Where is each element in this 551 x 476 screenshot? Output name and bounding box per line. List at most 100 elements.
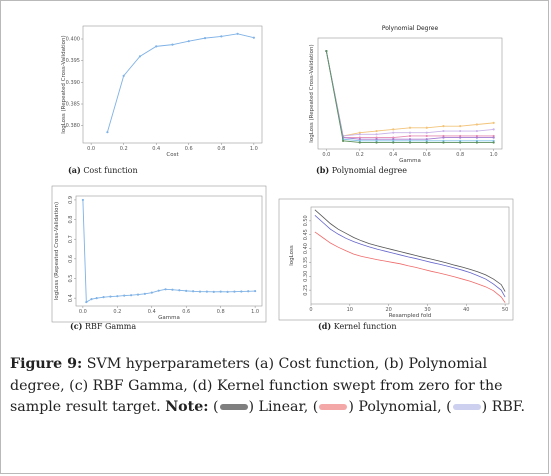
chart-b-series-2-point [392, 136, 395, 139]
chart-a-ytick-label: 0.390 [66, 80, 80, 86]
chart-b-series-0-point [459, 125, 462, 128]
chart-b-series-3-point [375, 138, 378, 141]
chart-c-series-0-point [198, 290, 202, 293]
chart-b-series-5-point [358, 141, 361, 144]
chart-c-xtick-label: 0.4 [148, 309, 156, 315]
chart-b-series-1-point [442, 129, 445, 133]
chart-c-series-0-point [95, 297, 98, 300]
chart-c-series-0-line [82, 199, 256, 303]
chart-a-xtick-label: 0.0 [87, 146, 95, 152]
chart-b-series-0-point [475, 123, 479, 126]
chart-c-plot-area [75, 195, 263, 307]
chart-c-series-0-point [136, 293, 140, 296]
chart-a-series-0-point [220, 35, 223, 38]
figure-label: Figure 9: [10, 356, 83, 372]
chart-b-xtick-label: 0.6 [423, 152, 431, 158]
caption-a: (a) Cost function [68, 165, 138, 175]
legend-swatch-rbf [452, 404, 481, 410]
chart-b-series-5-point [475, 141, 479, 144]
chart-a-ytick-label: 0.395 [66, 58, 80, 64]
chart-d-series-1-line [314, 231, 506, 303]
chart-b-series-1-point [375, 133, 378, 136]
chart-c-series-0-point [226, 290, 229, 293]
chart-b-series-0-line [325, 50, 494, 137]
chart-b-xtick-label: 1.0 [490, 152, 498, 158]
chart-b-series-2-point [442, 134, 445, 138]
chart-d-series-2-line [314, 215, 506, 298]
chart-c-series-0-point [254, 289, 257, 293]
chart-b-series-1-point [408, 131, 412, 134]
chart-a-ytick-label: 0.380 [66, 123, 80, 129]
chart-d-xtick-label: 30 [424, 307, 430, 313]
chart-c-ytick-label: 0.9 [68, 196, 74, 204]
chart-d-ytick-label: 0.30 [303, 271, 309, 282]
chart-c-series-0-point [178, 289, 181, 292]
chart-c-xtick-label: 0.8 [217, 309, 225, 315]
chart-b-xtick-label: 0.4 [389, 152, 397, 158]
chart-a-plot-area [82, 25, 263, 144]
chart-a-xlabel: Cost [166, 152, 179, 158]
chart-c-xtick-label: 0.6 [182, 309, 190, 315]
chart-c-ytick-label: 0.4 [68, 294, 74, 302]
chart-c-series-0-point [240, 290, 243, 293]
chart-c-series-0-point [171, 288, 174, 291]
chart-c-xlabel: Gamma [158, 315, 180, 321]
chart-b-series-3-point [459, 136, 462, 139]
chart-c-series-0-point [150, 291, 153, 294]
caption-b: (b) Polynomial degree [316, 165, 407, 175]
chart-b-series-4-point [358, 139, 361, 142]
chart-b-series-5-point [408, 141, 412, 144]
chart-d: 0 10 20 30 40 50 0.25 0.30 0.35 0.40 0.45 0.50 Resam… [278, 198, 514, 321]
chart-a-xtick-label: 0.8 [217, 146, 225, 152]
chart-b-series-5-point [459, 141, 462, 144]
chart-a-series-0-point [138, 55, 142, 58]
figure-text: SVM hyperparameters (a) Cost function, (… [10, 356, 503, 415]
chart-b-xtick-label: 0.2 [356, 152, 364, 158]
chart-b-series-4-point [408, 139, 412, 142]
chart-b-series-2-point [475, 134, 479, 138]
chart-c-series-0-point [157, 289, 160, 292]
chart-c-series-0-point [90, 298, 93, 301]
chart-b-xlabel: Gamma [399, 158, 421, 164]
chart-b-series-5-point [341, 139, 345, 142]
chart-d-plot-area [310, 206, 510, 305]
chart-b-series-1-point [425, 131, 428, 134]
chart-b-series-3-point [442, 136, 445, 139]
chart-b-series-5-point [425, 141, 428, 144]
chart-a-series-0-point [171, 43, 174, 46]
chart-b-series-1-point [475, 129, 479, 133]
panel-c: 0.0 0.2 0.4 0.6 0.8 1.0 0.4 0.5 0.6 0.7 0.8 0.9 Gamm… [51, 185, 268, 323]
chart-b-series-3-point [408, 138, 412, 141]
chart-d-ytick-label: 0.40 [303, 243, 309, 254]
chart-b-series-1-point [358, 133, 361, 136]
chart-c-ylabel: logLoss (Repeated Cross-Validation) [54, 202, 60, 300]
chart-b-xtick-label: 0.0 [322, 152, 330, 158]
chart-b-title: Polynomial Degree [382, 25, 439, 32]
chart-b-ylabel: logLoss (Repeated Cross-Validation) [309, 44, 315, 142]
chart-d-xlabel: Resampled fold [389, 313, 432, 319]
panel-a: 0.0 0.2 0.4 0.6 0.8 1.0 0.380 0.385 0.390 0.395 0.… [55, 20, 270, 165]
chart-c-series-0-point [109, 295, 112, 298]
chart-a: 0.0 0.2 0.4 0.6 0.8 1.0 0.380 0.385 0.390 0.395 0.… [61, 25, 263, 158]
chart-b-series-5-point [442, 141, 445, 144]
legend-poly-label: ) Polynomial, [348, 399, 447, 415]
chart-b-series-3-line [325, 50, 494, 140]
panel-b: Polynomial Degree 0.0 0.2 0.4 0.6 0.8 1.0 Gamma… [300, 25, 510, 165]
chart-d-ytick-label: 0.50 [303, 215, 309, 226]
chart-b-series-5-point [392, 141, 395, 144]
chart-c-xtick-label: 0.2 [113, 309, 121, 315]
chart-d-xtick-label: 20 [385, 307, 391, 313]
legend-linear-open: ( [208, 399, 219, 415]
chart-b-series-3-point [475, 136, 479, 139]
chart-b-plot-area [317, 37, 503, 150]
chart-b-series-1-point [459, 129, 462, 133]
chart-a-series-0-point [236, 32, 239, 35]
chart-b-series-2-point [358, 136, 361, 139]
chart-b-series-4-point [442, 139, 445, 142]
chart-c-series-0-point [247, 290, 250, 293]
chart-b-series-0-point [492, 121, 495, 124]
chart-b-series-4-point [425, 139, 428, 142]
chart-a-series-0-point [252, 36, 255, 39]
chart-b-series-1-point [492, 128, 495, 131]
chart-a-series-0-point [155, 45, 158, 48]
